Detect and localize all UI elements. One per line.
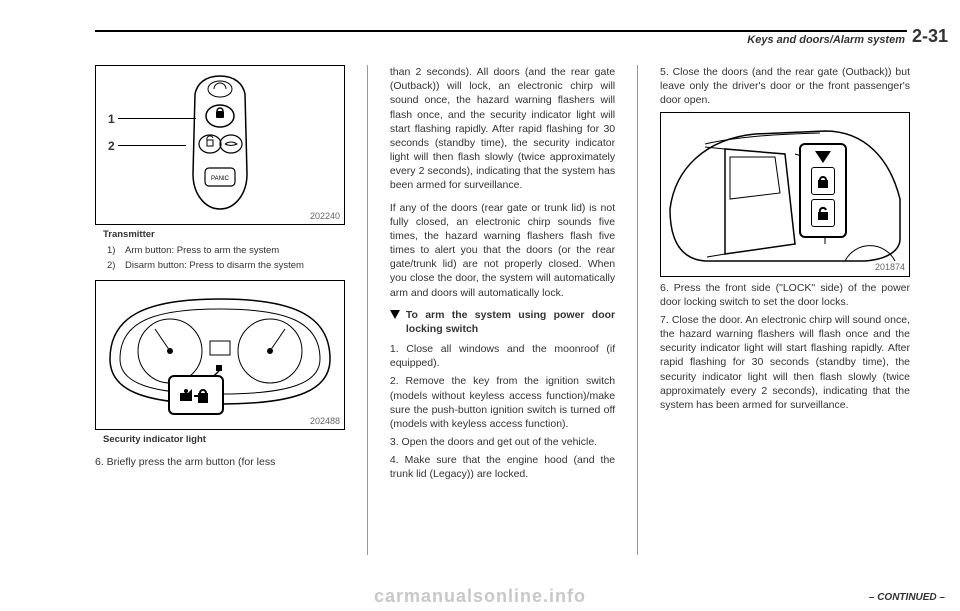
keyfob-illustration: PANIC [185, 74, 255, 214]
list-num: 2) [107, 260, 125, 273]
column-2: than 2 seconds). All doors (and the rear… [390, 65, 615, 575]
header-rule [95, 30, 907, 32]
arrow-down-icon [815, 151, 831, 163]
figure-dashboard: 202488 [95, 280, 345, 430]
figure-number: 202488 [310, 415, 340, 427]
subheading: To arm the system using power door locki… [390, 308, 615, 336]
watermark: carmanualsonline.info [374, 586, 586, 607]
paragraph: than 2 seconds). All doors (and the rear… [390, 65, 615, 193]
figure-number: 202240 [310, 210, 340, 222]
svg-text:PANIC: PANIC [211, 176, 230, 182]
figure-caption-transmitter: Transmitter [103, 229, 345, 242]
step-6: 6. Press the front side ("LOCK" side) of… [660, 281, 910, 309]
step-6-partial: 6. Briefly press the arm button (for les… [95, 455, 345, 469]
list-item: 1) Arm button: Press to arm the system [107, 245, 345, 258]
column-divider [367, 65, 368, 555]
paragraph: If any of the doors (rear gate or trunk … [390, 201, 615, 300]
step-2: 2. Remove the key from the ignition swit… [390, 374, 615, 431]
security-light-callout [168, 375, 224, 415]
callout-label-2: 2 [108, 138, 115, 154]
callout-line-2 [118, 145, 186, 146]
list-num: 1) [107, 245, 125, 258]
column-3: 5. Close the doors (and the rear gate (O… [660, 65, 910, 575]
column-divider [637, 65, 638, 555]
content-area: 1 2 [95, 65, 910, 575]
list-item: 2) Disarm button: Press to disarm the sy… [107, 260, 345, 273]
step-5: 5. Close the doors (and the rear gate (O… [660, 65, 910, 108]
subhead-text: To arm the system using power door locki… [406, 308, 615, 336]
step-7: 7. Close the door. An electronic chirp w… [660, 313, 910, 412]
lock-switch-callout [799, 143, 847, 238]
step-3: 3. Open the doors and get out of the veh… [390, 435, 615, 449]
figure-caption-security-light: Security indicator light [103, 434, 345, 447]
column-1: 1 2 [95, 65, 345, 575]
header-section: Keys and doors/Alarm system [747, 34, 905, 46]
callout-label-1: 1 [108, 111, 115, 127]
unlock-icon [811, 199, 835, 227]
step-4: 4. Make sure that the engine hood (and t… [390, 453, 615, 481]
list-text: Arm button: Press to arm the system [125, 245, 279, 258]
lock-icon [811, 167, 835, 195]
step-1: 1. Close all windows and the moonroof (i… [390, 342, 615, 370]
figure-transmitter: 1 2 [95, 65, 345, 225]
figure-car-door: 201874 [660, 112, 910, 277]
arrow-down-icon [390, 310, 400, 319]
car-door-illustration [665, 119, 905, 269]
figure-number: 201874 [875, 261, 905, 273]
continued-marker: – CONTINUED – [869, 592, 945, 603]
page-number: 2-31 [912, 26, 948, 47]
transmitter-legend: 1) Arm button: Press to arm the system 2… [107, 245, 345, 273]
list-text: Disarm button: Press to disarm the syste… [125, 260, 304, 273]
